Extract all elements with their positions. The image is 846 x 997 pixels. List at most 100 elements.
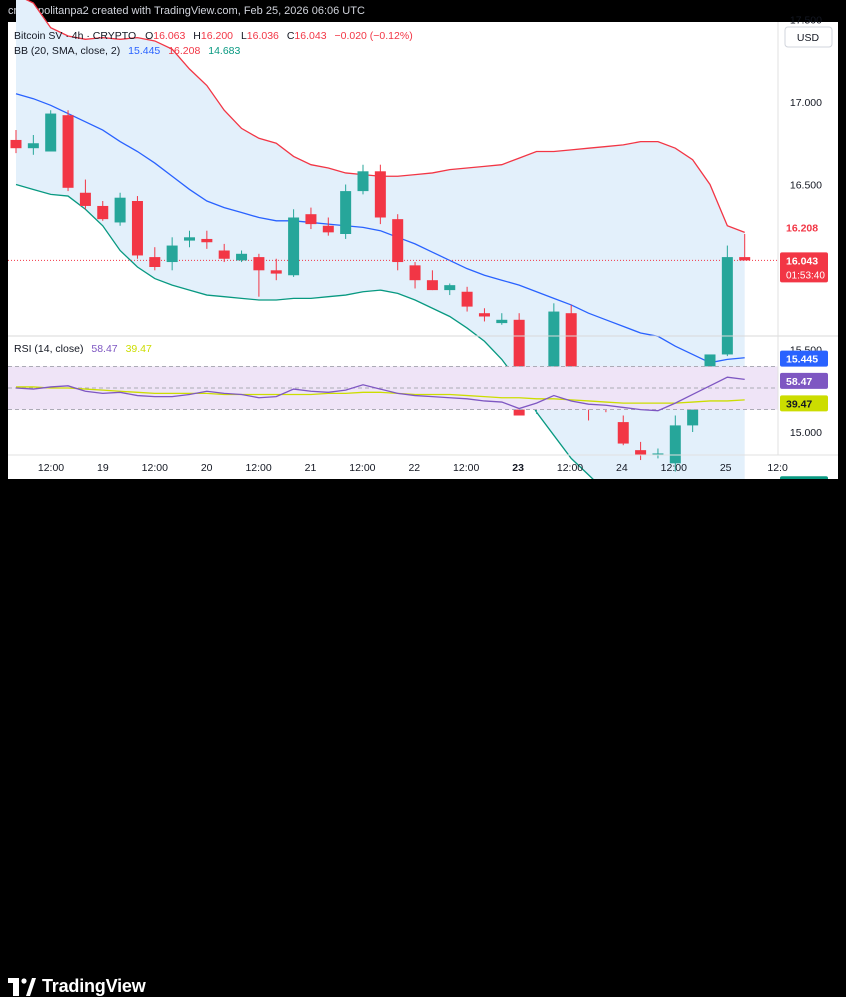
rsi-badge-bg bbox=[780, 372, 828, 389]
candle bbox=[305, 207, 317, 230]
last-price-badge-bg bbox=[780, 252, 828, 283]
candle bbox=[392, 214, 404, 271]
bollinger-middle-line bbox=[15, 93, 745, 364]
rsi-ma-badge-bg bbox=[780, 395, 828, 412]
candle bbox=[322, 217, 334, 236]
candle-body bbox=[478, 313, 490, 317]
candle-body bbox=[149, 257, 161, 267]
chart-svg[interactable]: 17.50017.00016.50016.00015.50015.00014.5… bbox=[0, 0, 846, 479]
candle-body bbox=[10, 139, 22, 149]
footer-bar: TradingView bbox=[0, 479, 846, 996]
price-tick-label: 16.500 bbox=[790, 180, 822, 192]
time-tick-label: 21 bbox=[305, 462, 317, 474]
tradingview-logo-icon bbox=[8, 977, 36, 996]
candle bbox=[617, 415, 629, 446]
time-tick-label: 12:00 bbox=[557, 462, 583, 474]
time-tick-label: 22 bbox=[408, 462, 420, 474]
candle-body bbox=[548, 311, 560, 401]
ohlc-high-value: 16.200 bbox=[201, 30, 233, 42]
rsi-line bbox=[15, 376, 745, 412]
lower-band-badge-bg bbox=[780, 476, 828, 479]
upper-band-badge-bg bbox=[780, 219, 828, 236]
credit-bar: cryptopolitanpa2 created with TradingVie… bbox=[0, 0, 846, 22]
candle bbox=[166, 237, 178, 271]
rsi-ma-line bbox=[16, 386, 745, 404]
candle bbox=[149, 247, 161, 271]
candle bbox=[10, 130, 22, 154]
bb-label: BB (20, SMA, close, 2) bbox=[14, 45, 120, 57]
candle-body bbox=[288, 217, 300, 276]
middle-band-badge: 15.445 bbox=[786, 354, 818, 366]
ohlc-open-key: O bbox=[145, 30, 153, 42]
change-value: −0.020 (−0.12%) bbox=[334, 30, 412, 42]
rsi-value: 58.47 bbox=[91, 343, 117, 355]
rsi-legend: RSI (14, close) 58.47 39.47 bbox=[14, 343, 152, 355]
candle-body bbox=[392, 219, 404, 263]
time-tick-label: 12:00 bbox=[142, 462, 168, 474]
candle bbox=[253, 253, 265, 297]
ohlc-low-value: 16.036 bbox=[247, 30, 279, 42]
currency-label[interactable]: USD bbox=[797, 32, 820, 44]
price-tick-label: 15.000 bbox=[790, 427, 822, 439]
price-tick-label: 17.000 bbox=[790, 97, 822, 109]
candle-body bbox=[218, 250, 230, 259]
candle-body bbox=[426, 280, 438, 291]
candle bbox=[652, 448, 664, 459]
candle bbox=[201, 230, 213, 249]
candle-body bbox=[236, 253, 248, 261]
candle-body bbox=[617, 422, 629, 444]
price-pane bbox=[8, 0, 778, 479]
time-tick-label: 20 bbox=[201, 462, 213, 474]
candle-body bbox=[131, 201, 143, 256]
candle-body bbox=[409, 265, 421, 281]
candle bbox=[669, 415, 681, 472]
axis-layer: 17.50017.00016.50016.00015.50015.00014.5… bbox=[38, 15, 828, 479]
candle bbox=[461, 286, 473, 312]
candle-body bbox=[270, 270, 282, 274]
bollinger-fill bbox=[16, 0, 745, 479]
tradingview-wordmark: TradingView bbox=[42, 976, 146, 996]
price-tick-label: 17.500 bbox=[790, 15, 822, 27]
rsi-pane bbox=[8, 365, 778, 412]
bb-lower-value: 14.683 bbox=[208, 45, 240, 57]
candle bbox=[270, 258, 282, 281]
candle-body bbox=[721, 257, 733, 355]
candle-body bbox=[635, 450, 647, 456]
middle-band-badge-bg bbox=[780, 350, 828, 367]
candle-body bbox=[357, 171, 369, 192]
candle bbox=[27, 135, 39, 155]
candle bbox=[478, 308, 490, 322]
candle-body bbox=[184, 237, 195, 241]
ohlc-close-key: C bbox=[287, 30, 295, 42]
candle-body bbox=[652, 453, 664, 455]
currency-box bbox=[784, 26, 833, 48]
time-tick-label: 12:00 bbox=[349, 462, 375, 474]
candle bbox=[288, 209, 300, 277]
candle bbox=[409, 262, 421, 289]
candle bbox=[236, 250, 248, 263]
rsi-badge: 58.47 bbox=[786, 376, 812, 388]
candle-body bbox=[45, 113, 57, 152]
candle bbox=[79, 179, 91, 210]
candle-body bbox=[444, 285, 456, 291]
candle bbox=[721, 245, 733, 357]
time-tick-label: 12:00 bbox=[38, 462, 64, 474]
candle-body bbox=[253, 257, 265, 271]
rsi-ma-badge: 39.47 bbox=[786, 398, 812, 410]
candle bbox=[444, 283, 456, 296]
ohlc-close-value: 16.043 bbox=[294, 30, 326, 42]
candle-body bbox=[114, 197, 126, 223]
candle bbox=[62, 110, 74, 192]
ohlc-high-key: H bbox=[193, 30, 201, 42]
tradingview-logo[interactable]: TradingView bbox=[8, 976, 146, 997]
bb-upper-value: 16.208 bbox=[168, 45, 200, 57]
credit-text: cryptopolitanpa2 created with TradingVie… bbox=[8, 5, 365, 17]
upper-band-badge: 16.208 bbox=[786, 223, 818, 235]
candle-body bbox=[704, 354, 716, 375]
candle bbox=[496, 313, 508, 325]
candle bbox=[97, 201, 109, 221]
candle bbox=[184, 230, 195, 248]
candle-body bbox=[201, 238, 213, 243]
candle-body bbox=[27, 143, 39, 149]
candle-body bbox=[340, 191, 352, 234]
